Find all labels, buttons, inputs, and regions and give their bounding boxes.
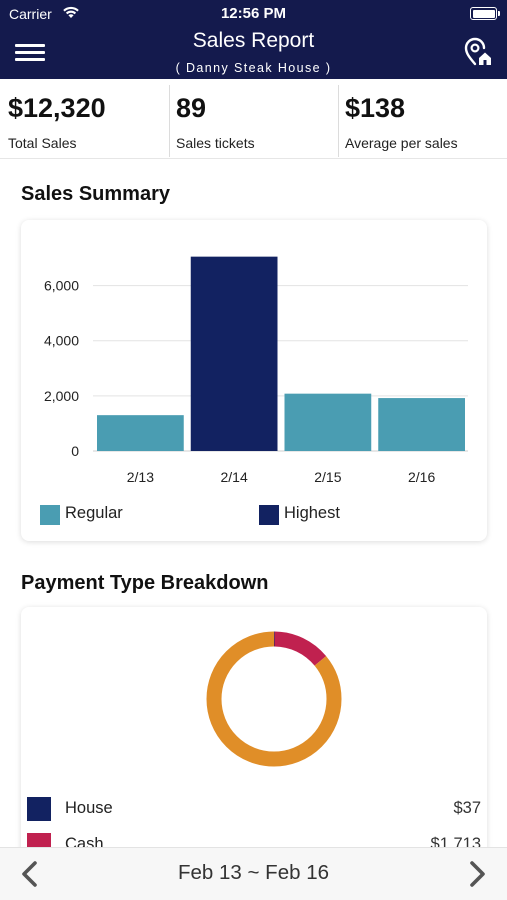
stats-row: $12,320 Total Sales 89 Sales tickets $13… (0, 79, 507, 159)
menu-button[interactable] (15, 42, 47, 64)
payment-value-house: $37 (453, 799, 481, 817)
stat-value: 89 (176, 93, 207, 123)
donut-slice-other[interactable] (206, 631, 342, 767)
payment-breakdown-card (21, 607, 487, 867)
sales-summary-card: 0 2,000 4,000 6,000 2/13 2/14 2/15 2/16 Regular… (21, 220, 487, 541)
hamburger-icon-line (15, 51, 45, 54)
stat-divider (169, 85, 170, 157)
payment-name-house: House (65, 799, 113, 817)
clock: 12:56 PM (220, 5, 287, 22)
bar-2-15[interactable] (284, 393, 372, 451)
stat-label: Sales tickets (176, 135, 255, 151)
date-range-bar: Feb 13 ~ Feb 16 (0, 847, 507, 900)
stat-label: Total Sales (8, 135, 77, 151)
bar-2-14[interactable] (190, 256, 278, 451)
y-tick-label: 2,000 (44, 388, 79, 404)
legend-swatch-regular (40, 505, 60, 525)
stat-value: $138 (345, 93, 406, 123)
battery-icon (470, 7, 500, 20)
sales-bar-chart: 0 2,000 4,000 6,000 2/13 2/14 2/15 2/16 (44, 256, 468, 485)
location-pin-home-icon[interactable] (461, 36, 493, 68)
page-title: Sales Report (192, 29, 315, 52)
x-tick-label: 2/16 (408, 469, 435, 485)
y-tick-label: 4,000 (44, 333, 79, 349)
y-tick-label: 6,000 (44, 278, 79, 294)
chevron-right-icon[interactable] (464, 860, 490, 888)
payment-swatch-house (27, 797, 51, 821)
hamburger-icon-line (15, 58, 45, 61)
x-tick-label: 2/15 (314, 469, 341, 485)
hamburger-icon (15, 44, 45, 47)
stat-divider (338, 85, 339, 157)
stat-label: Average per sales (345, 135, 458, 151)
x-tick-label: 2/13 (127, 469, 154, 485)
legend-label-highest: Highest (284, 504, 340, 522)
y-tick-label: 0 (71, 443, 79, 459)
legend-label-regular: Regular (65, 504, 123, 522)
payment-donut-chart (206, 631, 342, 767)
payment-breakdown-title: Payment Type Breakdown (21, 572, 269, 594)
legend-swatch-highest (259, 505, 279, 525)
wifi-icon (63, 6, 79, 18)
app-header: Carrier 12:56 PM Sales Report ( Danny St… (0, 0, 507, 79)
carrier-label: Carrier (9, 6, 52, 22)
date-range-label[interactable]: Feb 13 ~ Feb 16 (177, 861, 329, 884)
bar-2-13[interactable] (97, 415, 184, 451)
stat-value: $12,320 (8, 93, 106, 123)
chevron-left-icon[interactable] (17, 860, 43, 888)
x-tick-label: 2/14 (221, 469, 248, 485)
store-name: ( Danny Steak House ) (175, 61, 332, 75)
sales-summary-title: Sales Summary (21, 183, 170, 205)
bar-2-16[interactable] (378, 398, 465, 451)
status-bar: Carrier 12:56 PM (0, 0, 507, 28)
